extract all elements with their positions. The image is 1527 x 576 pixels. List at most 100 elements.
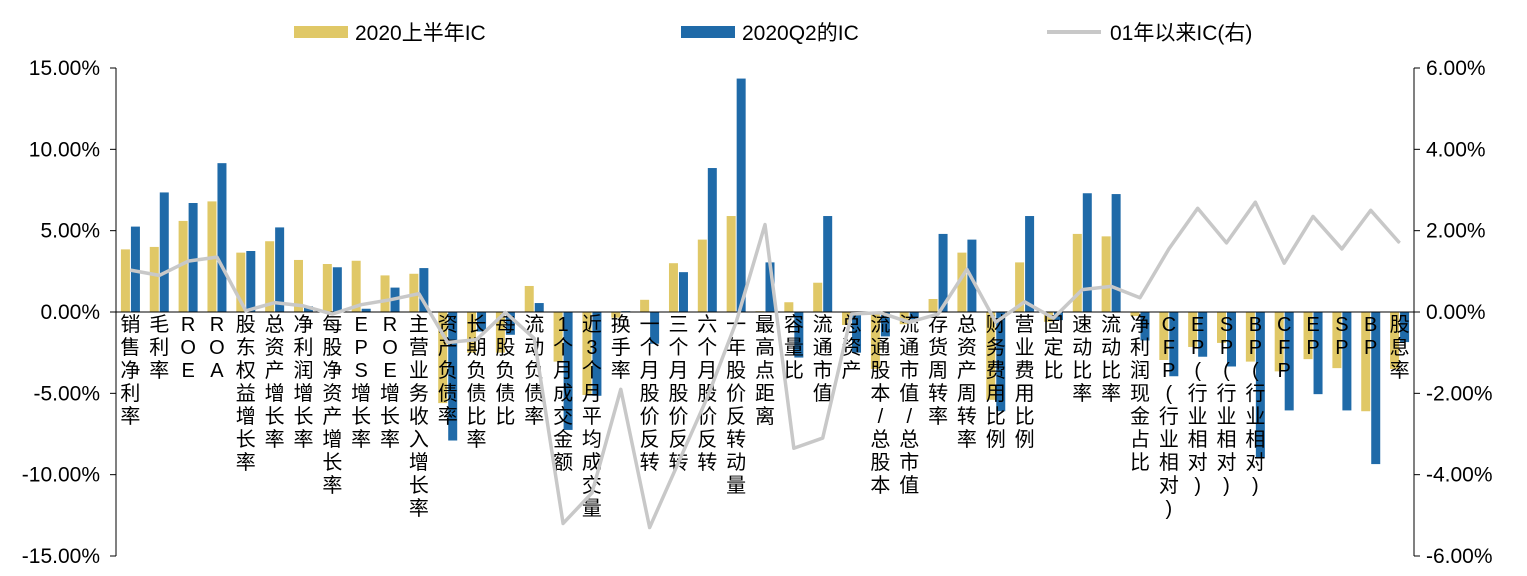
- bar-h1-18: [640, 299, 650, 312]
- line-point-43: [1370, 209, 1372, 211]
- bar-h1-35: [1130, 312, 1140, 317]
- category-label-20: 六个月股价反转: [697, 313, 717, 474]
- line-point-40: [1283, 262, 1285, 264]
- line-point-23: [793, 447, 795, 449]
- bar-h1-9: [380, 275, 390, 312]
- line-point-38: [1226, 242, 1228, 244]
- line-point-4: [245, 310, 247, 312]
- category-label-1: 毛利率: [149, 313, 169, 382]
- right-tick-label: -4.00%: [1426, 464, 1493, 487]
- bar-h1-12: [467, 312, 477, 353]
- right-tick-label: 2.00%: [1426, 220, 1486, 243]
- bar-q2-23: [794, 312, 804, 358]
- bar-h1-21: [726, 216, 736, 312]
- line-point-27: [908, 321, 910, 323]
- category-label-16: 近 3 个月平均成交量: [582, 313, 602, 520]
- line-point-17: [620, 388, 622, 390]
- bar-q2-14: [534, 303, 544, 312]
- bar-h1-8: [351, 260, 361, 312]
- category-label-35: 净利润现金占比: [1130, 313, 1150, 474]
- bar-q2-30: [996, 312, 1006, 412]
- bar-q2-1: [159, 192, 169, 312]
- bar-q2-4: [246, 251, 256, 312]
- bar-h1-10: [409, 273, 419, 312]
- bar-h1-38: [1217, 312, 1227, 343]
- bar-q2-19: [678, 272, 688, 312]
- line-point-26: [879, 312, 881, 314]
- line-point-11: [447, 342, 449, 343]
- category-label-29: 总资产周转率: [957, 313, 977, 451]
- legend-label-since01: 01年以来IC(右): [1110, 22, 1252, 45]
- left-tick-label: 0.00%: [40, 301, 100, 324]
- line-point-28: [937, 313, 939, 315]
- bar-h1-27: [899, 312, 909, 325]
- line-point-13: [504, 311, 506, 313]
- bar-q2-36: [1169, 312, 1179, 377]
- line-point-32: [1052, 317, 1054, 319]
- category-label-28: 存货周转率: [928, 313, 948, 428]
- category-label-36: C F P (行业相对): [1159, 314, 1179, 520]
- bar-q2-18: [650, 312, 660, 344]
- bar-q2-38: [1227, 312, 1237, 367]
- category-label-24: 流通市值: [813, 313, 833, 405]
- category-label-39: B P (行业相对): [1245, 314, 1265, 497]
- line-point-25: [851, 313, 853, 315]
- bar-h1-0: [120, 249, 130, 312]
- bar-h1-33: [1072, 233, 1082, 312]
- bar-h1-43: [1361, 312, 1371, 412]
- bar-q2-41: [1313, 312, 1323, 395]
- category-label-32: 固定比: [1043, 314, 1063, 382]
- left-tick-label: -10.00%: [22, 464, 100, 487]
- bar-h1-42: [1332, 312, 1342, 369]
- line-point-2: [187, 260, 189, 262]
- category-label-37: E P (行业相对): [1188, 314, 1208, 497]
- left-tick-label: 10.00%: [29, 138, 100, 161]
- bar-h1-39: [1245, 312, 1255, 362]
- right-tick-label: -2.00%: [1426, 382, 1493, 405]
- category-label-9: R O E 增长率: [380, 314, 400, 451]
- bar-h1-37: [1188, 312, 1198, 347]
- line-point-15: [562, 522, 564, 524]
- bar-q2-10: [419, 268, 429, 312]
- line-point-0: [129, 269, 131, 271]
- left-tick-label: 15.00%: [29, 57, 100, 80]
- bar-q2-33: [1082, 193, 1092, 312]
- category-label-4: 股东权益增长率: [236, 314, 256, 474]
- bar-h1-41: [1303, 312, 1313, 360]
- line-point-20: [706, 396, 708, 398]
- line-point-36: [1168, 248, 1170, 250]
- bar-q2-39: [1255, 312, 1265, 458]
- bar-h1-6: [293, 259, 303, 312]
- bar-q2-22: [765, 262, 775, 312]
- line-series: [129, 200, 1401, 530]
- bar-h1-14: [524, 285, 534, 312]
- category-label-7: 每股净资产增长率: [322, 313, 342, 497]
- bar-h1-40: [1274, 312, 1284, 372]
- category-label-6: 净利润增长率: [293, 313, 313, 451]
- line-point-19: [677, 461, 679, 463]
- bar-q2-44: [1400, 312, 1410, 343]
- line-point-41: [1312, 215, 1314, 217]
- bar-q2-43: [1371, 312, 1381, 465]
- line-point-16: [591, 492, 593, 494]
- category-label-26: 流通股本/总股本: [870, 313, 890, 497]
- bar-q2-25: [852, 312, 862, 353]
- bar-h1-24: [813, 282, 823, 312]
- bar-h1-16: [582, 312, 592, 395]
- bar-h1-2: [178, 220, 188, 312]
- line-point-34: [1110, 285, 1112, 287]
- bar-h1-15: [553, 312, 563, 362]
- category-label-17: 换手率: [611, 313, 631, 382]
- line-point-6: [302, 305, 304, 307]
- category-label-15: 1 个月成交金额: [553, 314, 573, 474]
- bar-h1-26: [870, 312, 880, 369]
- right-tick-label: 4.00%: [1426, 138, 1486, 161]
- bar-q2-12: [477, 312, 487, 332]
- line-point-7: [331, 313, 333, 315]
- line-point-29: [966, 268, 968, 270]
- right-tick-label: 0.00%: [1426, 301, 1486, 324]
- category-label-38: S P (行业相对): [1217, 314, 1237, 497]
